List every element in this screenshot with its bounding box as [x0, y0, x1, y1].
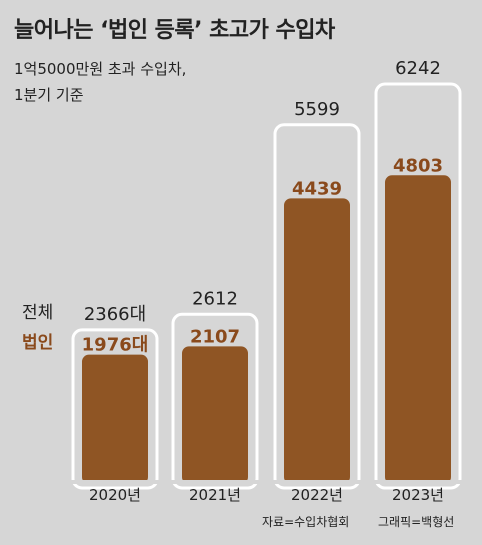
total-value-label: 2612	[192, 288, 238, 309]
corp-value-label: 2107	[190, 326, 240, 347]
total-value-label: 6242	[395, 58, 441, 79]
baseline	[0, 480, 482, 484]
x-tick-label: 2021년	[189, 486, 241, 504]
corp-bar	[284, 198, 350, 484]
total-value-label: 2366대	[84, 304, 146, 325]
corp-bar	[385, 175, 451, 484]
corp-bar	[182, 346, 248, 484]
corp-bar	[82, 354, 148, 484]
x-tick-label: 2022년	[291, 486, 343, 504]
corp-value-label: 4439	[292, 178, 342, 199]
corp-value-label: 4803	[393, 155, 443, 176]
total-outline-bar	[71, 328, 159, 490]
x-tick-label: 2023년	[392, 486, 444, 504]
source-note: 자료=수입차협회	[262, 515, 350, 529]
legend: 전체 법인	[22, 298, 53, 358]
x-tick-label: 2020년	[89, 486, 141, 504]
chart-subtitle: 1억5000만원 초과 수입차, 1분기 기준	[14, 60, 187, 104]
total-outline-bar	[374, 82, 462, 490]
legend-total-label: 전체	[22, 303, 54, 323]
legend-corp-label: 법인	[22, 333, 54, 353]
total-outline-bar	[171, 312, 259, 490]
corp-value-label: 1976대	[82, 335, 149, 356]
total-value-label: 5599	[294, 99, 340, 120]
graphic-credit: 그래픽=백형선	[378, 515, 455, 529]
total-outline-bar	[273, 123, 361, 490]
chart-title: 늘어나는 ‘법인 등록’ 초고가 수입차	[14, 18, 335, 43]
